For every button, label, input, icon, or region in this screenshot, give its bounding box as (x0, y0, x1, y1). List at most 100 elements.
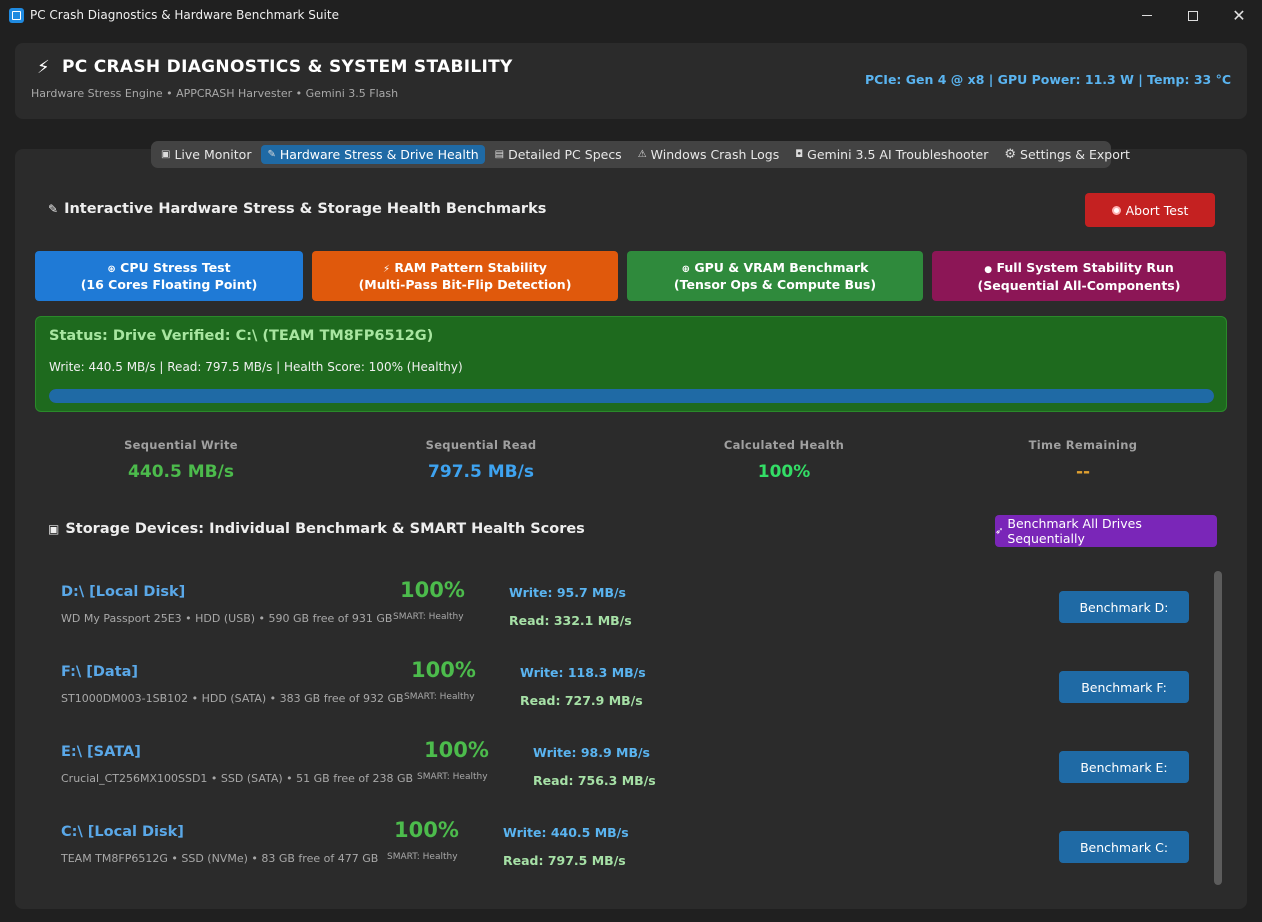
gear-icon: ⚙ (1004, 147, 1017, 162)
floppy-disk-icon: ▣ (48, 522, 60, 536)
drive-list-scrollbar[interactable] (1214, 571, 1222, 885)
metric-time-remaining: Time Remaining -- (933, 438, 1233, 482)
tab-detailed-pc-specs[interactable]: ▤ Detailed PC Specs (489, 145, 628, 164)
test-line1: Full System Stability Run (996, 259, 1174, 275)
metric-value: 797.5 MB/s (428, 462, 534, 482)
status-details: Write: 440.5 MB/s | Read: 797.5 MB/s | H… (49, 360, 463, 374)
tab-label: Gemini 3.5 AI Troubleshooter (807, 147, 989, 162)
stress-section-title: ✎ Interactive Hardware Stress & Storage H… (48, 201, 546, 217)
gamepad-icon: ⊕ (681, 264, 690, 275)
cpu-icon: ⊛ (107, 264, 116, 275)
gpu-vram-benchmark-subtitle: (Tensor Ops & Compute Bus) (673, 277, 877, 292)
tab-label: Settings & Export (1020, 147, 1130, 162)
drive-name: D:\ [Local Disk] (61, 584, 186, 600)
benchmark-all-drives-button[interactable]: ➶ Benchmark All Drives Sequentially (995, 515, 1217, 547)
drive-description: ST1000DM003-1SB102 • HDD (SATA) • 383 GB… (61, 692, 404, 705)
storage-section-title: ▣ Storage Devices: Individual Benchmark &… (48, 521, 585, 537)
ram-stability-test-title: ⚡ RAM Pattern Stability (383, 260, 547, 277)
tab-label: Detailed PC Specs (508, 147, 622, 162)
benchmark-drive-f-button[interactable]: Benchmark F: (1059, 671, 1189, 703)
lightning-bolt-icon: ⚡ (383, 264, 391, 275)
metric-calculated-health: Calculated Health 100% (634, 438, 934, 482)
drive-health-score: 100% (400, 578, 465, 602)
tab-ai-troubleshooter[interactable]: ◘ Gemini 3.5 AI Troubleshooter (789, 145, 994, 164)
ram-stability-test-button[interactable]: ⚡ RAM Pattern Stability (Multi-Pass Bit-… (312, 251, 618, 301)
drive-health-score: 100% (424, 738, 489, 762)
test-line1: CPU Stress Test (120, 260, 231, 275)
tab-bar: ▣ Live Monitor ✎ Hardware Stress & Drive H… (151, 141, 1130, 168)
drive-row-d: D:\ [Local Disk] WD My Passport 25E3 • H… (61, 578, 1201, 644)
window-title: PC Crash Diagnostics & Hardware Benchmar… (30, 8, 339, 22)
monitor-icon: ▣ (161, 149, 171, 160)
metric-value: -- (1075, 462, 1091, 482)
page-subtitle: Hardware Stress Engine • APPCRASH Harves… (31, 87, 399, 100)
drive-read-speed: Read: 797.5 MB/s (503, 853, 626, 868)
close-button[interactable]: ✕ (1216, 0, 1262, 31)
drive-smart-status: SMART: Healthy (387, 852, 458, 862)
drive-row-f: F:\ [Data] ST1000DM003-1SB102 • HDD (SAT… (61, 658, 1201, 724)
metric-sequential-write: Sequential Write 440.5 MB/s (31, 438, 331, 482)
test-line1: GPU & VRAM Benchmark (694, 260, 869, 275)
benchmark-drive-e-button[interactable]: Benchmark E: (1059, 751, 1189, 783)
stress-section-title-text: Interactive Hardware Stress & Storage He… (64, 201, 547, 217)
drive-health-score: 100% (394, 818, 459, 842)
rocket-icon: ➶ (995, 525, 1004, 537)
tab-hardware-stress[interactable]: ✎ Hardware Stress & Drive Health (261, 145, 485, 164)
alert-icon: ⚠ (637, 149, 647, 160)
metric-sequential-read: Sequential Read 797.5 MB/s (331, 438, 631, 482)
benchmark-drive-d-button[interactable]: Benchmark D: (1059, 591, 1189, 623)
tab-windows-crash-logs[interactable]: ⚠ Windows Crash Logs (632, 145, 786, 164)
tab-label: Hardware Stress & Drive Health (279, 147, 479, 162)
wrench-icon: ✎ (48, 202, 59, 216)
full-system-stability-title: ● Full System Stability Run (984, 260, 1174, 278)
minimize-icon (1142, 15, 1152, 16)
tab-settings-export[interactable]: ⚙ Settings & Export (998, 145, 1136, 164)
metric-label: Time Remaining (1028, 438, 1138, 452)
drive-read-speed: Read: 756.3 MB/s (533, 773, 656, 788)
status-panel: Status: Drive Verified: C:\ (TEAM TM8FP6… (35, 316, 1227, 412)
page-title: PC CRASH DIAGNOSTICS & SYSTEM STABILITY (62, 57, 513, 77)
status-title: Status: Drive Verified: C:\ (TEAM TM8FP6… (49, 328, 434, 344)
drive-write-speed: Write: 440.5 MB/s (503, 825, 629, 840)
gpu-vram-benchmark-title: ⊕ GPU & VRAM Benchmark (682, 260, 869, 277)
clipboard-icon: ▤ (494, 149, 505, 160)
drive-smart-status: SMART: Healthy (417, 772, 488, 782)
header-panel: ⚡ PC CRASH DIAGNOSTICS & SYSTEM STABILIT… (15, 43, 1247, 119)
tab-live-monitor[interactable]: ▣ Live Monitor (155, 145, 257, 164)
progress-bar (49, 389, 1214, 403)
test-line1: RAM Pattern Stability (394, 260, 547, 275)
abort-test-label: Abort Test (1125, 202, 1189, 218)
drive-name: F:\ [Data] (61, 664, 139, 680)
hardware-status-readout: PCIe: Gen 4 @ x8 | GPU Power: 11.3 W | T… (864, 72, 1231, 87)
close-icon: ✕ (1232, 5, 1246, 25)
lightning-bolt-icon: ⚡ (37, 57, 50, 78)
record-icon (1111, 205, 1121, 215)
drive-smart-status: SMART: Healthy (393, 612, 464, 622)
metric-value: 100% (757, 462, 811, 482)
drive-smart-status: SMART: Healthy (404, 692, 475, 702)
gpu-vram-benchmark-button[interactable]: ⊕ GPU & VRAM Benchmark (Tensor Ops & Com… (627, 251, 923, 301)
drive-name: C:\ [Local Disk] (61, 824, 184, 840)
cpu-stress-test-button[interactable]: ⊛ CPU Stress Test (16 Cores Floating Poi… (35, 251, 303, 301)
abort-test-button[interactable]: Abort Test (1085, 193, 1215, 227)
drive-read-speed: Read: 727.9 MB/s (520, 693, 643, 708)
ram-stability-test-subtitle: (Multi-Pass Bit-Flip Detection) (358, 277, 572, 292)
tab-label: Windows Crash Logs (650, 147, 780, 162)
drive-write-speed: Write: 95.7 MB/s (509, 585, 626, 600)
drive-row-c: C:\ [Local Disk] TEAM TM8FP6512G • SSD (… (61, 818, 1201, 884)
maximize-button[interactable] (1170, 0, 1216, 31)
benchmark-drive-c-button[interactable]: Benchmark C: (1059, 831, 1189, 863)
minimize-button[interactable] (1124, 0, 1170, 31)
benchmark-all-label: Benchmark All Drives Sequentially (1007, 516, 1142, 546)
title-bar: PC Crash Diagnostics & Hardware Benchmar… (0, 0, 1262, 31)
full-system-stability-subtitle: (Sequential All-Components) (977, 277, 1181, 293)
drive-health-score: 100% (411, 658, 476, 682)
full-system-stability-button[interactable]: ● Full System Stability Run (Sequential … (932, 251, 1226, 301)
wrench-icon: ✎ (267, 149, 276, 160)
drive-description: TEAM TM8FP6512G • SSD (NVMe) • 83 GB fre… (61, 852, 379, 865)
drive-row-e: E:\ [SATA] Crucial_CT256MX100SSD1 • SSD … (61, 738, 1201, 804)
cpu-stress-test-subtitle: (16 Cores Floating Point) (80, 277, 258, 292)
drive-name: E:\ [SATA] (61, 744, 141, 760)
cpu-stress-test-title: ⊛ CPU Stress Test (107, 260, 230, 277)
drive-write-speed: Write: 118.3 MB/s (520, 665, 646, 680)
